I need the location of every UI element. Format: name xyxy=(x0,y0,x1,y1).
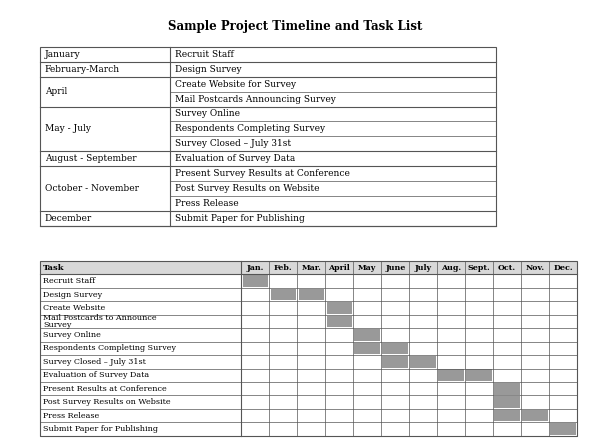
Text: January: January xyxy=(45,50,81,59)
Text: Survey Online: Survey Online xyxy=(43,331,101,339)
FancyBboxPatch shape xyxy=(299,289,324,300)
Text: Submit Paper for Publishing: Submit Paper for Publishing xyxy=(175,214,304,223)
Text: Sept.: Sept. xyxy=(468,264,490,272)
FancyBboxPatch shape xyxy=(550,423,576,435)
FancyBboxPatch shape xyxy=(271,289,296,300)
FancyBboxPatch shape xyxy=(40,261,577,274)
Text: Dec.: Dec. xyxy=(553,264,573,272)
FancyBboxPatch shape xyxy=(242,275,268,287)
Text: Nov.: Nov. xyxy=(526,264,545,272)
FancyBboxPatch shape xyxy=(494,383,520,395)
FancyBboxPatch shape xyxy=(355,342,380,354)
Text: Press Release: Press Release xyxy=(175,199,238,208)
Text: Present Results at Conference: Present Results at Conference xyxy=(43,385,167,393)
Text: July: July xyxy=(415,264,432,272)
Text: April: April xyxy=(45,87,67,96)
Text: Respondents Completing Survey: Respondents Completing Survey xyxy=(175,124,324,133)
Text: Design Survey: Design Survey xyxy=(43,291,102,299)
FancyBboxPatch shape xyxy=(494,410,520,422)
FancyBboxPatch shape xyxy=(382,356,408,368)
Text: Recruit Staff: Recruit Staff xyxy=(43,277,96,285)
Text: Submit Paper for Publishing: Submit Paper for Publishing xyxy=(43,425,158,433)
FancyBboxPatch shape xyxy=(411,356,436,368)
Text: May - July: May - July xyxy=(45,124,91,133)
Text: Respondents Completing Survey: Respondents Completing Survey xyxy=(43,344,176,352)
Text: Mail Postcards to Announce: Mail Postcards to Announce xyxy=(43,314,157,322)
Text: Present Survey Results at Conference: Present Survey Results at Conference xyxy=(175,169,349,178)
Text: April: April xyxy=(329,264,350,272)
Text: Recruit Staff: Recruit Staff xyxy=(175,50,234,59)
FancyBboxPatch shape xyxy=(466,370,492,381)
Text: February-March: February-March xyxy=(45,65,120,74)
Text: Aug.: Aug. xyxy=(441,264,461,272)
Text: December: December xyxy=(45,214,92,223)
FancyBboxPatch shape xyxy=(355,329,380,341)
Text: Mail Postcards Announcing Survey: Mail Postcards Announcing Survey xyxy=(175,95,336,104)
Text: Survey Online: Survey Online xyxy=(175,110,240,118)
FancyBboxPatch shape xyxy=(494,396,520,408)
Text: Jan.: Jan. xyxy=(247,264,264,272)
Text: Survey Closed – July 31st: Survey Closed – July 31st xyxy=(43,358,146,366)
FancyBboxPatch shape xyxy=(522,410,548,422)
FancyBboxPatch shape xyxy=(326,316,352,327)
Text: May: May xyxy=(358,264,376,272)
Text: Evaluation of Survey Data: Evaluation of Survey Data xyxy=(43,371,149,380)
Text: Post Survey Results on Website: Post Survey Results on Website xyxy=(175,184,319,193)
Text: Design Survey: Design Survey xyxy=(175,65,241,74)
Text: Create Website: Create Website xyxy=(43,304,106,312)
Text: Survey: Survey xyxy=(43,321,71,329)
Text: Task: Task xyxy=(43,264,65,272)
FancyBboxPatch shape xyxy=(382,342,408,354)
Text: Evaluation of Survey Data: Evaluation of Survey Data xyxy=(175,154,295,163)
Text: Survey Closed – July 31st: Survey Closed – July 31st xyxy=(175,139,291,148)
Text: Post Survey Results on Website: Post Survey Results on Website xyxy=(43,398,171,406)
Text: August - September: August - September xyxy=(45,154,136,163)
Text: Oct.: Oct. xyxy=(498,264,516,272)
Text: Mar.: Mar. xyxy=(301,264,322,272)
Text: October - November: October - November xyxy=(45,184,139,193)
Text: Feb.: Feb. xyxy=(274,264,293,272)
FancyBboxPatch shape xyxy=(326,302,352,314)
Text: Sample Project Timeline and Task List: Sample Project Timeline and Task List xyxy=(168,20,422,33)
Text: Create Website for Survey: Create Website for Survey xyxy=(175,80,296,89)
Text: Press Release: Press Release xyxy=(43,412,99,420)
FancyBboxPatch shape xyxy=(438,370,464,381)
Text: June: June xyxy=(385,264,405,272)
